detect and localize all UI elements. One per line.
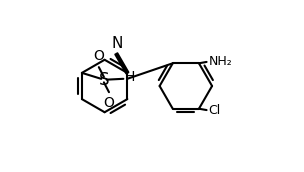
Text: S: S: [99, 71, 109, 89]
Text: H: H: [125, 70, 135, 84]
Text: N: N: [112, 36, 123, 51]
Text: NH₂: NH₂: [209, 55, 232, 68]
Text: Cl: Cl: [209, 104, 221, 117]
Text: O: O: [93, 49, 104, 63]
Text: O: O: [104, 96, 114, 110]
